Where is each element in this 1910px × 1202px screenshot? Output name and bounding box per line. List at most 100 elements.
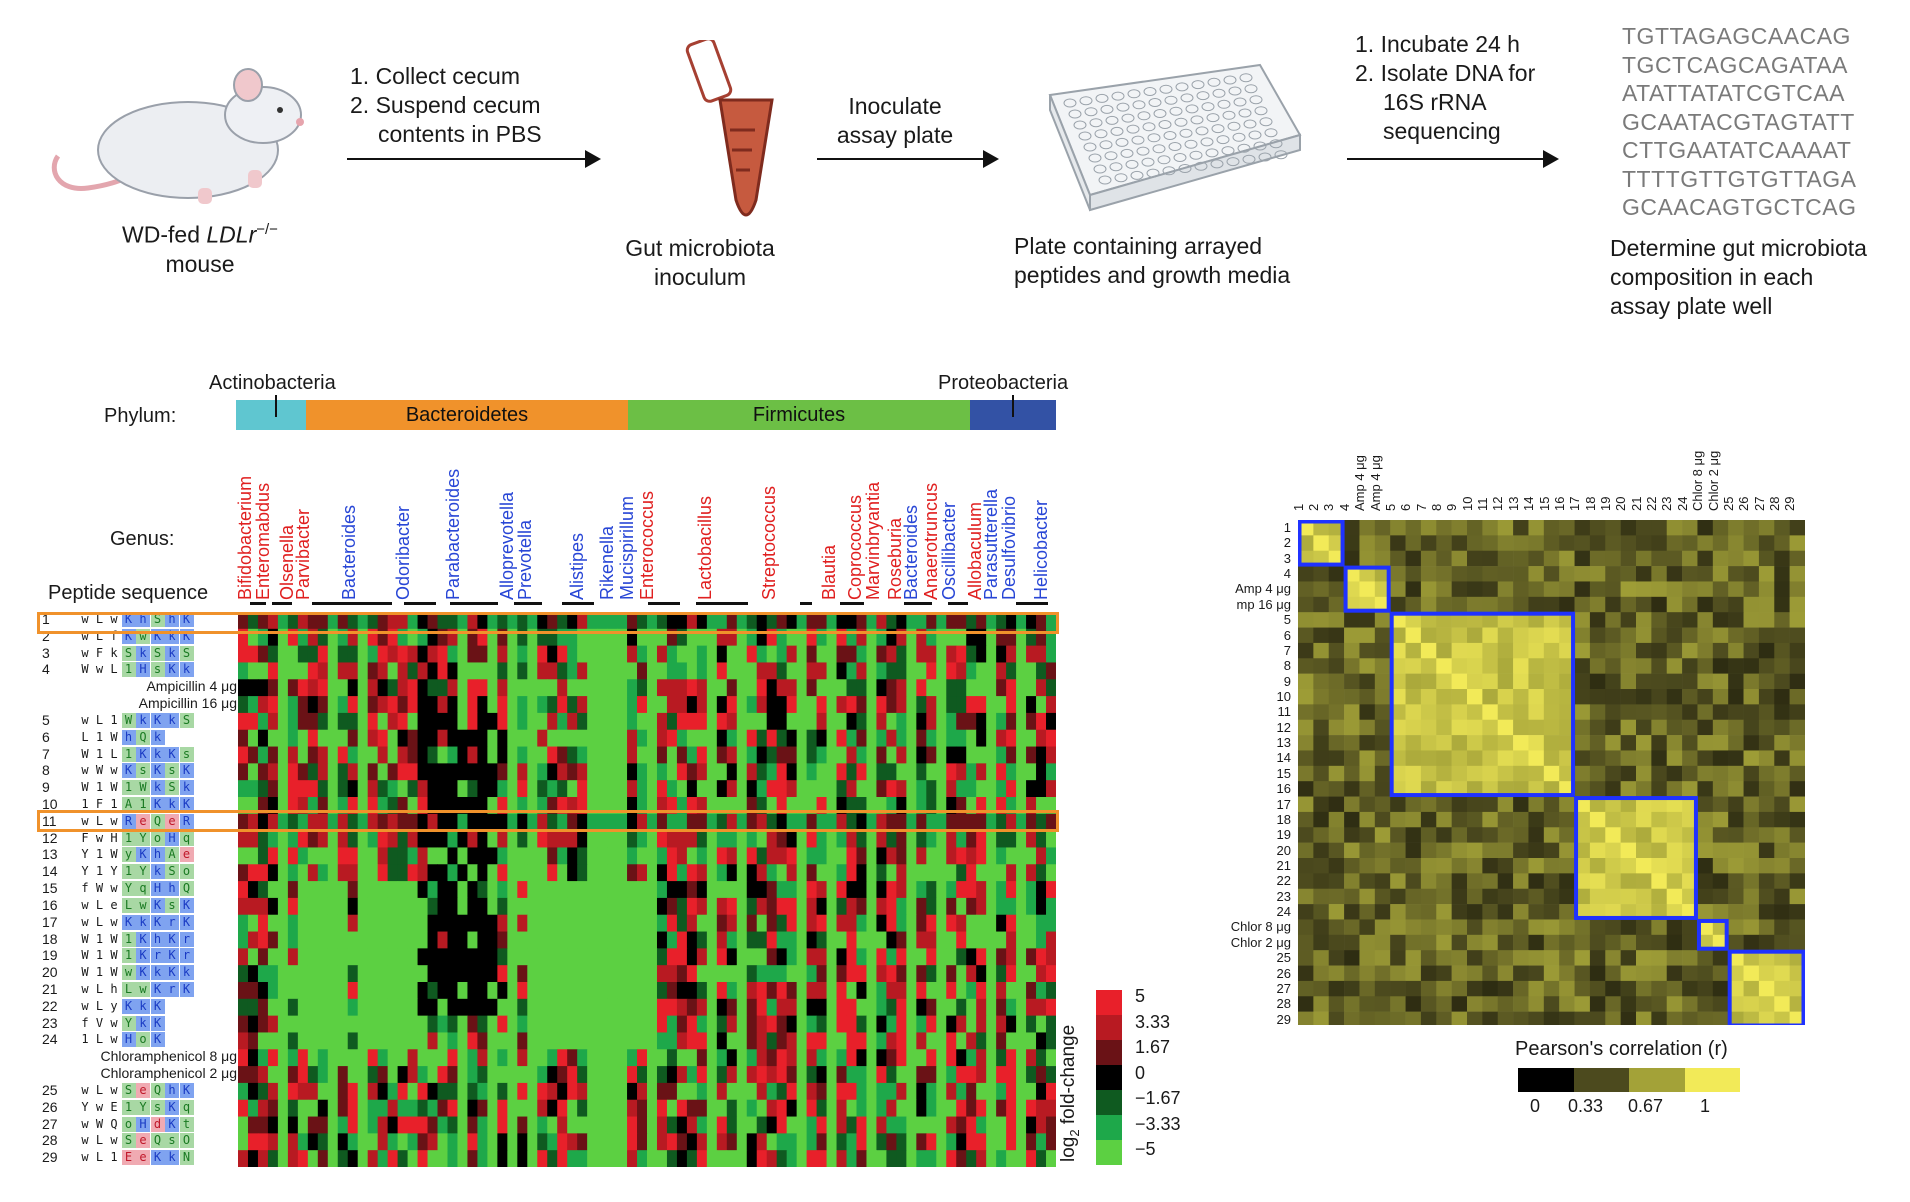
heatmap-cell [238, 931, 249, 949]
corr-cell [1636, 919, 1652, 936]
heatmap-cell [1046, 780, 1056, 798]
corr-cell [1789, 704, 1805, 721]
heatmap-cell [407, 712, 419, 731]
heatmap-cell [617, 1049, 628, 1067]
dna-sequences: TGTTAGAGCAACAG TGCTCAGCAGATAA ATATTATATCGT… [1622, 22, 1856, 222]
heatmap-cell [277, 763, 289, 781]
heatmap-cell [846, 712, 857, 731]
legend-swatch [1096, 1015, 1122, 1040]
heatmap-cell [587, 746, 598, 764]
heatmap-cell [756, 897, 768, 916]
heatmap-cell [397, 763, 409, 781]
corr-cell [1467, 842, 1483, 859]
heatmap-cell [357, 679, 369, 697]
peptide-residue: E [110, 1099, 118, 1114]
heatmap-cell [986, 628, 997, 647]
corr-cell [1390, 842, 1406, 859]
heatmap-cell [826, 830, 838, 848]
heatmap-cell [637, 897, 648, 916]
corr-cell [1328, 888, 1345, 905]
corr-cell [1298, 642, 1314, 659]
heatmap-cell [647, 712, 658, 731]
heatmap-cell [357, 998, 369, 1017]
peptide-residue: w [136, 982, 150, 997]
heatmap-cell [527, 1049, 538, 1067]
corr-cell [1774, 750, 1790, 767]
heatmap-cell [926, 948, 937, 966]
corr-cell [1374, 673, 1391, 690]
heatmap-cell [836, 628, 848, 647]
corr-cell [1712, 535, 1729, 552]
heatmap-cell [587, 914, 598, 933]
heatmap-cell [856, 1032, 867, 1050]
heatmap-cell [507, 679, 518, 697]
corr-cell [1359, 996, 1376, 1012]
corr-cell [1651, 873, 1668, 890]
plate-well [1269, 139, 1283, 149]
heatmap-cell [287, 1066, 299, 1084]
heatmap-cell [327, 881, 339, 899]
heatmap-cell [467, 881, 478, 899]
corr-cell [1451, 811, 1468, 828]
heatmap-cell [627, 1116, 638, 1134]
heatmap-cell [447, 763, 458, 781]
heatmap-cell [656, 914, 668, 933]
corr-cell [1298, 796, 1314, 813]
heatmap-cell [876, 830, 887, 848]
corr-cell [1313, 750, 1330, 767]
corr-cell [1620, 612, 1637, 628]
heatmap-cell [577, 965, 588, 983]
heatmap-cell [776, 998, 788, 1017]
heatmap-cell [746, 1049, 758, 1067]
heatmap-cell [497, 797, 508, 815]
corr-cell [1743, 827, 1760, 843]
heatmap-cell [347, 1116, 359, 1134]
heatmap-cell [397, 847, 409, 865]
heatmap-cell [996, 1015, 1007, 1033]
heatmap-cell [537, 1082, 548, 1101]
corr-cell [1528, 919, 1545, 936]
heatmap-cell [666, 712, 678, 731]
corr-cell [1451, 934, 1468, 951]
heatmap-cell [716, 965, 728, 983]
heatmap-cell [886, 1082, 897, 1101]
heatmap-cell [956, 914, 967, 933]
corr-cell [1758, 520, 1775, 536]
genus-bracket [904, 602, 932, 605]
heatmap-cell [367, 948, 379, 966]
heatmap-cell [417, 864, 429, 882]
heatmap-cell [317, 1049, 329, 1067]
heatmap-cell [836, 645, 848, 663]
heatmap-cell [846, 780, 857, 798]
heatmap-cell [567, 696, 578, 714]
heatmap-cell [956, 1150, 967, 1167]
heatmap-cell [427, 746, 439, 764]
heatmap-cell [477, 1015, 488, 1033]
corr-cell [1774, 827, 1790, 843]
heatmap-cell [776, 1015, 788, 1033]
heatmap-cell [297, 1049, 309, 1067]
heatmap-cell [886, 628, 897, 647]
heatmap-cell [327, 948, 339, 966]
heatmap-cell [327, 1049, 339, 1067]
corr-cell [1712, 658, 1729, 674]
heatmap-cell [826, 965, 838, 983]
corr-cell [1697, 873, 1714, 890]
heatmap-cell [716, 696, 728, 714]
heatmap-cell [247, 948, 259, 966]
corr-cell [1682, 612, 1698, 628]
heatmap-cell [1046, 982, 1056, 1000]
heatmap-cell [726, 712, 738, 731]
step3-arrow [1347, 150, 1559, 168]
heatmap-cell [956, 1099, 967, 1118]
corr-cell [1589, 627, 1606, 644]
corr-cell [1497, 858, 1514, 874]
corr-cell [1451, 765, 1468, 782]
heatmap-cell [407, 1099, 419, 1118]
heatmap-cell [926, 645, 937, 663]
corr-cell [1620, 689, 1637, 705]
heatmap-cell [637, 1082, 648, 1101]
corr-cell [1682, 719, 1698, 736]
heatmap-cell [537, 982, 548, 1000]
corr-cell [1620, 596, 1637, 613]
